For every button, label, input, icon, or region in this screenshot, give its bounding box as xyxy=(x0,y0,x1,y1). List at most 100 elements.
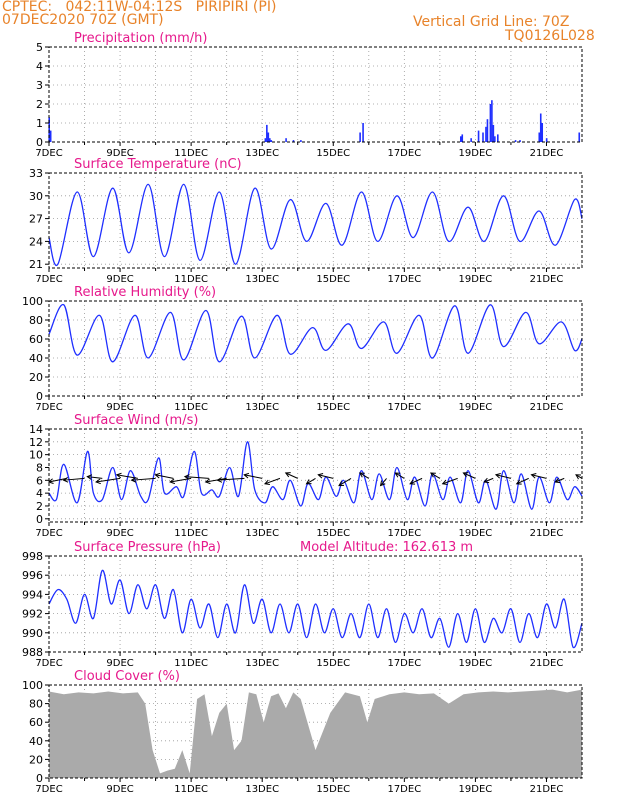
x-tick-label: 15DEC xyxy=(316,148,350,159)
wind-arrowhead xyxy=(62,477,69,483)
precip-bar xyxy=(497,134,499,142)
x-tick-label: 19DEC xyxy=(459,528,493,539)
x-tick-label: 19DEC xyxy=(459,658,493,669)
x-tick-label: 19DEC xyxy=(459,402,493,413)
wind-vector xyxy=(483,477,494,483)
x-tick-label: 9DEC xyxy=(106,148,133,159)
wind-arrowhead xyxy=(575,474,582,480)
wind-arrowhead xyxy=(515,479,522,485)
temp-panel: 21 24 27 30 33 7DEC 9DEC 11DEC 13DEC 15DEC 17DEC 19… xyxy=(29,157,583,285)
precip-bar xyxy=(300,140,302,142)
x-tick-label: 17DEC xyxy=(387,402,421,413)
x-tick-label: 19DEC xyxy=(459,784,493,795)
x-tick-label: 15DEC xyxy=(316,402,350,413)
precip-bar xyxy=(486,119,489,142)
wind-vector xyxy=(463,472,476,479)
wind-vector xyxy=(531,474,547,479)
header-code: TQ0126L028 xyxy=(505,28,595,44)
precip-bar xyxy=(269,138,271,142)
x-tick-label: 13DEC xyxy=(245,148,279,159)
x-tick-label: 13DEC xyxy=(245,784,279,795)
x-tick-label: 13DEC xyxy=(245,528,279,539)
precip-bar xyxy=(485,126,487,142)
cloud-panel: 0 20 40 60 80 100 7DEC 9DEC 11DEC 13DEC 15DEC 17DEC… xyxy=(22,669,583,795)
wind-arrowhead xyxy=(243,472,250,479)
y-tick-label: 2 xyxy=(36,98,43,111)
wind-arrowhead xyxy=(554,477,561,484)
x-tick-label: 7DEC xyxy=(35,784,62,795)
precip-bar xyxy=(477,130,480,142)
cloud-cover-area xyxy=(49,689,582,778)
x-tick-label: 19DEC xyxy=(459,148,493,159)
x-tick-label: 11DEC xyxy=(174,402,208,413)
precip-bar xyxy=(494,136,496,142)
wind-vector xyxy=(555,477,565,483)
y-tick-label: 27 xyxy=(29,213,43,226)
precip-bar xyxy=(264,138,267,142)
x-tick-label: 17DEC xyxy=(387,148,421,159)
wind-arrowhead xyxy=(263,479,270,486)
x-tick-label: 9DEC xyxy=(106,528,133,539)
precip-bar xyxy=(470,138,472,142)
y-tick-label: 6 xyxy=(36,474,43,487)
y-tick-label: 80 xyxy=(29,698,43,711)
wind-arrowhead xyxy=(483,477,490,484)
x-tick-label: 9DEC xyxy=(106,658,133,669)
pres-panel: 988 990 992 994 996 998 7DEC 9DEC 11DEC 13DEC 15DE… xyxy=(22,540,583,669)
precip-title: Precipitation (mm/h) xyxy=(74,31,207,46)
wind-arrowhead xyxy=(216,477,223,483)
precip-frame xyxy=(48,46,583,143)
precip-bar xyxy=(292,140,295,142)
x-tick-label: 13DEC xyxy=(245,402,279,413)
wind-vector xyxy=(359,472,370,479)
wind-vector xyxy=(516,477,529,485)
precip-bar xyxy=(461,134,464,142)
wind-vector xyxy=(395,472,405,479)
x-tick-label: 11DEC xyxy=(174,784,208,795)
precip-bar xyxy=(541,123,544,142)
x-tick-label: 7DEC xyxy=(35,148,62,159)
y-tick-label: 994 xyxy=(22,588,43,601)
y-tick-label: 60 xyxy=(29,716,43,729)
wind-arrowhead xyxy=(441,479,448,486)
precip-panel: 0 1 2 3 4 5 7DEC 9DEC 11DEC 13DEC 15DEC 17DEC 19DEC 2… xyxy=(35,31,583,159)
y-tick-label: 33 xyxy=(29,167,43,180)
y-tick-label: 3 xyxy=(36,79,43,92)
wind-arrowhead xyxy=(95,478,101,485)
x-tick-label: 21DEC xyxy=(530,528,564,539)
precip-bar xyxy=(491,100,493,142)
y-tick-label: 990 xyxy=(22,627,43,640)
x-tick-label: 7DEC xyxy=(35,528,62,539)
precip-bar xyxy=(482,132,484,142)
wind-arrowhead xyxy=(462,472,469,478)
wind-arrowhead xyxy=(317,472,324,479)
wind-vector xyxy=(116,474,138,479)
rh-title: Relative Humidity (%) xyxy=(74,285,216,300)
x-tick-label: 17DEC xyxy=(387,528,421,539)
y-tick-label: 5 xyxy=(36,41,43,54)
cloud-frame xyxy=(48,684,583,779)
temp-title: Surface Temperature (nC) xyxy=(74,157,242,172)
x-tick-label: 11DEC xyxy=(174,528,208,539)
wind-vector xyxy=(48,477,67,483)
x-tick-label: 11DEC xyxy=(174,658,208,669)
precip-bar xyxy=(459,136,462,142)
rh-series-line xyxy=(48,304,583,363)
wind-vector xyxy=(495,474,512,479)
x-tick-label: 13DEC xyxy=(245,658,279,669)
y-tick-label: 0 xyxy=(36,513,43,526)
precip-bar xyxy=(492,124,495,142)
y-tick-label: 20 xyxy=(29,371,43,384)
x-tick-label: 19DEC xyxy=(459,274,493,285)
wind-arrowhead xyxy=(154,472,161,479)
y-tick-label: 12 xyxy=(29,436,43,449)
temp-series-line xyxy=(48,183,583,267)
wind-vector xyxy=(318,474,334,479)
wind-vector xyxy=(244,474,263,479)
wind-vector xyxy=(380,478,387,486)
x-tick-label: 11DEC xyxy=(174,148,208,159)
precip-bar xyxy=(49,130,52,142)
x-tick-label: 9DEC xyxy=(106,402,133,413)
wind-arrowhead xyxy=(530,472,537,479)
x-tick-label: 11DEC xyxy=(174,274,208,285)
